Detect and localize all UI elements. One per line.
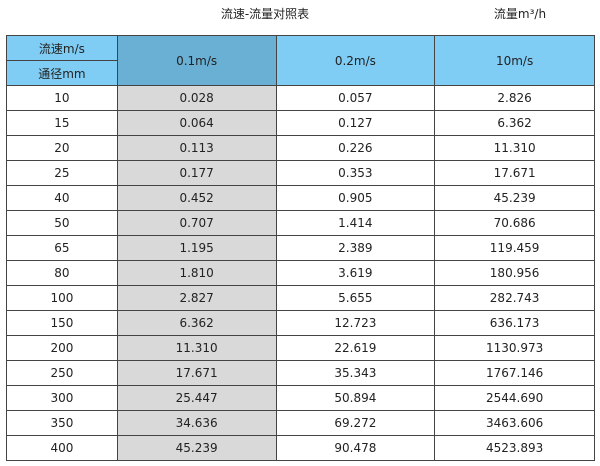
flow-cell: 6.362 <box>434 110 595 136</box>
flow-cell: 50.894 <box>275 385 436 411</box>
flow-cell: 45.239 <box>116 435 277 461</box>
diameter-cell: 15 <box>6 110 118 136</box>
diameter-cell: 400 <box>6 435 118 461</box>
flow-cell: 0.057 <box>275 85 436 111</box>
table-row: 25 0.177 0.353 17.671 <box>6 160 595 186</box>
flow-cell: 1.195 <box>116 235 277 261</box>
flow-cell: 2544.690 <box>434 385 595 411</box>
diameter-cell: 65 <box>6 235 118 261</box>
flow-cell: 0.177 <box>116 160 277 186</box>
table-row: 65 1.195 2.389 119.459 <box>6 235 595 261</box>
table-row: 10 0.028 0.057 2.826 <box>6 85 595 111</box>
flow-cell: 70.686 <box>434 210 595 236</box>
diameter-cell: 200 <box>6 335 118 361</box>
flow-cell: 11.310 <box>116 335 277 361</box>
diameter-cell: 150 <box>6 310 118 336</box>
flow-cell: 34.636 <box>116 410 277 436</box>
flow-cell: 1.414 <box>275 210 436 236</box>
column-header: 0.1m/s <box>116 35 277 86</box>
flow-cell: 0.226 <box>275 135 436 161</box>
table-row: 400 45.239 90.478 4523.893 <box>6 435 595 461</box>
diameter-cell: 250 <box>6 360 118 386</box>
table-row: 40 0.452 0.905 45.239 <box>6 185 595 211</box>
flow-table: 流速m/s 0.1m/s 0.2m/s 10m/s 通径mm 10 0.028 0.… <box>6 35 595 461</box>
table-row: 300 25.447 50.894 2544.690 <box>6 385 595 411</box>
diameter-cell: 40 <box>6 185 118 211</box>
diameter-cell: 25 <box>6 160 118 186</box>
diameter-cell: 10 <box>6 85 118 111</box>
table-row: 200 11.310 22.619 1130.973 <box>6 335 595 361</box>
diameter-header: 通径mm <box>6 60 118 86</box>
flow-cell: 90.478 <box>275 435 436 461</box>
flow-cell: 5.655 <box>275 285 436 311</box>
flow-cell: 22.619 <box>275 335 436 361</box>
flow-cell: 3463.606 <box>434 410 595 436</box>
column-header: 10m/s <box>434 35 595 86</box>
flow-cell: 0.905 <box>275 185 436 211</box>
flow-cell: 69.272 <box>275 410 436 436</box>
diameter-cell: 100 <box>6 285 118 311</box>
flow-cell: 0.028 <box>116 85 277 111</box>
diameter-cell: 20 <box>6 135 118 161</box>
flow-cell: 636.173 <box>434 310 595 336</box>
diameter-cell: 350 <box>6 410 118 436</box>
flow-cell: 17.671 <box>116 360 277 386</box>
table-row: 80 1.810 3.619 180.956 <box>6 260 595 286</box>
table-row: 15 0.064 0.127 6.362 <box>6 110 595 136</box>
flow-cell: 282.743 <box>434 285 595 311</box>
flow-cell: 0.064 <box>116 110 277 136</box>
flow-cell: 2.826 <box>434 85 595 111</box>
flow-cell: 119.459 <box>434 235 595 261</box>
velocity-header: 流速m/s <box>6 35 118 61</box>
column-header: 0.2m/s <box>275 35 436 86</box>
flow-cell: 35.343 <box>275 360 436 386</box>
flow-cell: 1767.146 <box>434 360 595 386</box>
flow-cell: 0.127 <box>275 110 436 136</box>
flow-cell: 3.619 <box>275 260 436 286</box>
flow-cell: 12.723 <box>275 310 436 336</box>
table-row: 20 0.113 0.226 11.310 <box>6 135 595 161</box>
flow-cell: 0.113 <box>116 135 277 161</box>
flow-cell: 0.452 <box>116 185 277 211</box>
flow-cell: 4523.893 <box>434 435 595 461</box>
flow-cell: 0.707 <box>116 210 277 236</box>
flow-cell: 2.827 <box>116 285 277 311</box>
flow-cell: 1.810 <box>116 260 277 286</box>
flow-cell: 25.447 <box>116 385 277 411</box>
flow-cell: 2.389 <box>275 235 436 261</box>
flow-cell: 0.353 <box>275 160 436 186</box>
diameter-cell: 80 <box>6 260 118 286</box>
unit-label: 流量m³/h <box>493 7 547 21</box>
table-row: 150 6.362 12.723 636.173 <box>6 310 595 336</box>
flow-cell: 17.671 <box>434 160 595 186</box>
flow-cell: 6.362 <box>116 310 277 336</box>
flow-cell: 45.239 <box>434 185 595 211</box>
diameter-cell: 300 <box>6 385 118 411</box>
flow-cell: 1130.973 <box>434 335 595 361</box>
table-row: 100 2.827 5.655 282.743 <box>6 285 595 311</box>
table-row: 250 17.671 35.343 1767.146 <box>6 360 595 386</box>
flow-cell: 180.956 <box>434 260 595 286</box>
diameter-cell: 50 <box>6 210 118 236</box>
table-row: 350 34.636 69.272 3463.606 <box>6 410 595 436</box>
flow-cell: 11.310 <box>434 135 595 161</box>
table-title: 流速-流量对照表 <box>220 7 310 21</box>
table-row: 50 0.707 1.414 70.686 <box>6 210 595 236</box>
